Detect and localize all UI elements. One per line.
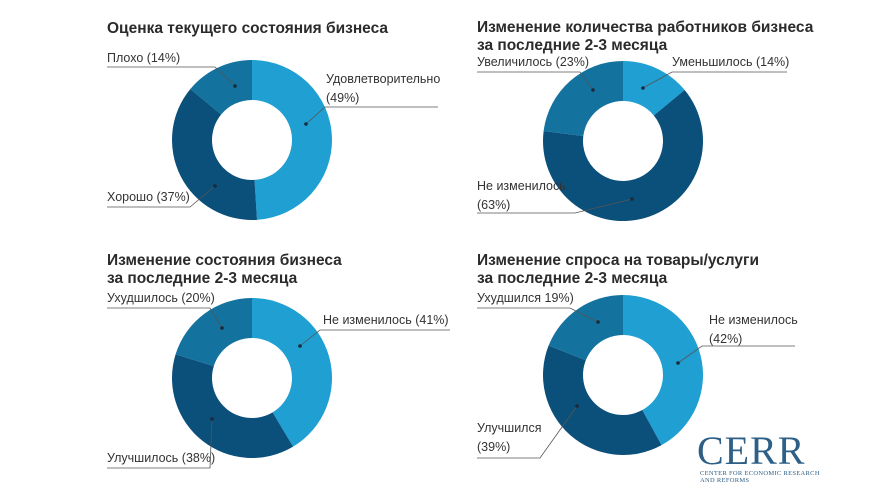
leader-dot: [630, 197, 634, 201]
chart1-label-bad: Плохо (14%): [107, 51, 181, 65]
chart2-title: Изменение количества работников бизнеса …: [477, 19, 814, 54]
leader-dot: [641, 86, 645, 90]
chart1-title: Оценка текущего состояния бизнеса: [107, 20, 389, 37]
leader-line: [677, 345, 795, 364]
leader-line: [107, 185, 216, 208]
leader-dot: [210, 417, 214, 421]
chart1-label-good: Хорошо (37%): [107, 190, 190, 204]
chart3-slice-2: [172, 354, 294, 458]
chart3-label-unchanged: Не изменилось (41%): [323, 313, 449, 327]
leader-line: [299, 329, 450, 347]
chart1-label-satisfactory: Удовлетворительно (49%): [326, 72, 441, 105]
chart3-slice-1: [252, 298, 332, 447]
leader-line: [477, 198, 633, 214]
chart4-label-worsened: Ухудшился 19%): [477, 291, 574, 305]
chart1-slice-3: [190, 60, 252, 115]
chart4-label-unchanged: Не изменилось (42%): [709, 313, 798, 346]
logo-subtitle: Center for Economic Research and Reforms: [700, 470, 820, 484]
chart2-slice-1: [623, 61, 685, 116]
chart1-slice-1: [252, 60, 332, 220]
leader-dot: [220, 326, 224, 330]
leader-line: [477, 71, 594, 91]
chart4-slice-1: [623, 295, 703, 446]
leader-dot: [591, 88, 595, 92]
leader-line: [107, 66, 236, 87]
chart2-slice-3: [543, 61, 623, 136]
chart4-label-improved: Улучшился (39%): [477, 421, 542, 454]
logo-name: CERR: [697, 428, 806, 473]
leader-dot: [298, 344, 302, 348]
chart2-label-unchanged: Не изменилось (63%): [477, 179, 566, 212]
chart3-slice-3: [175, 298, 252, 367]
leader-dot: [213, 184, 217, 188]
leader-line: [107, 307, 223, 329]
leader-dot: [596, 320, 600, 324]
leader-line: [305, 106, 438, 125]
chart2-slice-2: [542, 90, 703, 222]
leader-dot: [304, 122, 308, 126]
chart2-label-decreased: Уменьшилось (14%): [672, 55, 790, 69]
chart4-slice-2: [542, 345, 662, 456]
leader-line: [477, 405, 578, 459]
chart3-label-worsened: Ухудшилось (20%): [107, 291, 215, 305]
leader-line: [642, 71, 787, 89]
chart1-slice-2: [172, 89, 258, 221]
leader-line: [477, 307, 599, 323]
chart4-slice-3: [548, 295, 623, 361]
chart3-label-improved: Улучшилось (38%): [107, 451, 216, 465]
leader-dot: [575, 404, 579, 408]
leader-dot: [233, 84, 237, 88]
cerr-logo: CERR Center for Economic Research and Re…: [697, 428, 827, 485]
chart3-title: Изменение состояния бизнеса за последние…: [107, 252, 342, 287]
chart2-label-increased: Увеличилось (23%): [477, 55, 590, 69]
chart4-title: Изменение спроса на товары/услуги за пос…: [477, 252, 759, 287]
leader-dot: [676, 361, 680, 365]
leader-line: [107, 418, 213, 469]
